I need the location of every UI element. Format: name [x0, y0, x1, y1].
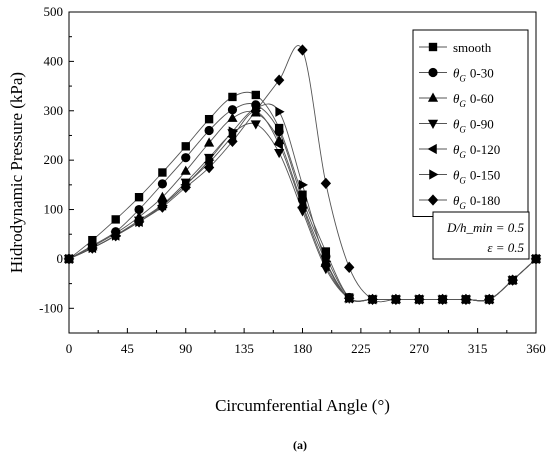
data-point-0: [134, 193, 144, 202]
annotation-line-1: D/h_min = 0.5: [446, 220, 525, 235]
x-tick-label: 360: [526, 341, 546, 356]
data-point-6: [297, 44, 308, 56]
data-point-6: [344, 261, 355, 273]
data-point-5: [345, 293, 355, 304]
legend-marker: [428, 67, 438, 78]
x-tick-label: 135: [234, 341, 254, 356]
data-point-1: [157, 179, 167, 189]
data-point-6: [437, 293, 448, 306]
y-axis: -100 0 100 200 300 400 500: [39, 4, 74, 334]
x-tick-label: 0: [66, 341, 73, 356]
data-point-5: [205, 155, 215, 166]
data-point-5: [275, 106, 285, 117]
x-tick-label: 270: [410, 341, 430, 356]
data-point-4: [273, 139, 283, 150]
y-tick-label: 300: [44, 103, 64, 118]
y-tick-label: -100: [39, 300, 63, 315]
y-tick-label: 100: [44, 202, 64, 217]
data-point-1: [204, 125, 214, 136]
data-point-2: [180, 165, 191, 175]
data-point-0: [158, 168, 167, 177]
x-axis-title: Circumferential Angle (°): [215, 396, 390, 415]
data-point-5: [322, 256, 332, 267]
data-point-6: [273, 74, 285, 86]
data-point-6: [203, 161, 215, 174]
data-point-6: [414, 293, 425, 306]
data-point-5: [298, 179, 308, 190]
data-point-0: [204, 114, 214, 124]
annotation-box: [432, 211, 530, 260]
data-point-6: [250, 105, 261, 117]
data-point-2: [227, 112, 238, 122]
legend-label: θG 0-60: [453, 91, 494, 109]
legend-label: θG 0-30: [453, 66, 494, 84]
data-point-3: [250, 120, 261, 130]
data-point-6: [110, 230, 121, 242]
y-axis-title: Hidrodynamic Pressure (kPa): [7, 72, 26, 273]
data-point-6: [87, 242, 98, 254]
legend-label: θG 0-90: [453, 117, 494, 135]
data-point-6: [133, 216, 145, 228]
legend-label: θG 0-180: [453, 193, 500, 211]
y-tick-label: 200: [44, 152, 64, 167]
data-point-6: [460, 293, 472, 306]
data-point-6: [507, 274, 518, 286]
data-point-1: [274, 126, 284, 137]
x-tick-label: 180: [293, 341, 313, 356]
data-point-0: [181, 142, 190, 151]
legend-marker: [427, 92, 439, 102]
data-point-2: [157, 191, 168, 201]
annotation-line-2: ε = 0.5: [487, 240, 524, 255]
data-point-6: [367, 293, 378, 306]
data-point-6: [320, 177, 332, 189]
legend-marker: [429, 169, 439, 180]
legend-marker: [427, 119, 439, 129]
x-tick-label: 315: [468, 341, 488, 356]
legend-marker: [427, 143, 437, 155]
data-point-1: [227, 105, 238, 115]
x-axis: 0 45 90 135 180 225 270 315 360: [66, 328, 546, 356]
legend-label: smooth: [453, 40, 492, 55]
legend-marker: [427, 194, 439, 206]
series-markers: [63, 44, 542, 306]
data-point-6: [390, 293, 402, 306]
y-tick-label: 400: [44, 53, 64, 68]
data-point-4: [297, 201, 307, 213]
figure-caption: (a): [293, 438, 307, 452]
data-point-0: [111, 215, 120, 224]
x-tick-label: 90: [179, 341, 192, 356]
legend-label: θG 0-150: [453, 168, 500, 186]
data-point-0: [251, 90, 260, 100]
series-line-6: [68, 45, 537, 303]
x-tick-label: 45: [121, 341, 134, 356]
legend-marker: [428, 42, 438, 52]
x-tick-label: 225: [351, 341, 371, 356]
data-point-6: [484, 293, 495, 306]
data-point-6: [157, 201, 168, 213]
data-point-3: [274, 148, 285, 159]
parameter-annotation: D/h_min = 0.5 ε = 0.5: [432, 211, 530, 260]
data-point-5: [228, 126, 238, 137]
y-tick-label: 500: [44, 4, 64, 19]
data-point-2: [204, 137, 215, 147]
data-point-6: [180, 181, 191, 193]
data-point-0: [228, 92, 237, 102]
data-point-1: [181, 153, 191, 163]
data-point-6: [227, 135, 238, 148]
legend: smooth θG 0-30 θG 0-60 θG 0-90 θG 0-120 θG 0-150 θG…: [412, 29, 529, 217]
legend-label: θG 0-120: [453, 142, 500, 160]
y-tick-label: 0: [57, 251, 64, 266]
